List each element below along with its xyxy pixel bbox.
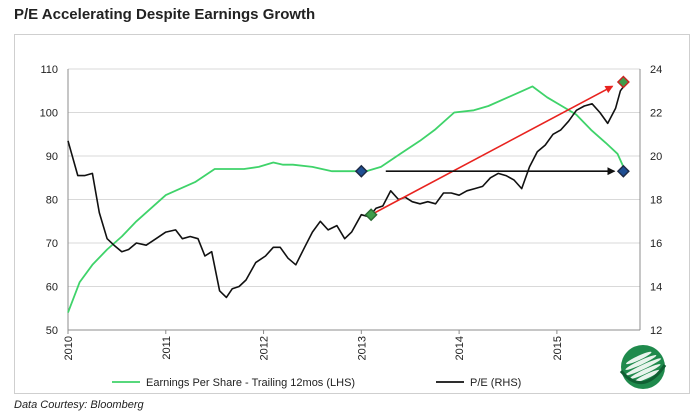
logo-swoosh	[625, 355, 657, 370]
x-tick-label: 2010	[63, 336, 75, 360]
legend-label-eps: Earnings Per Share - Trailing 12mos (LHS…	[146, 377, 355, 389]
pe-series-line	[67, 83, 626, 299]
green-diamond-marker	[364, 208, 378, 222]
legend-label-pe: P/E (RHS)	[470, 377, 521, 389]
annotation-layer	[354, 75, 630, 222]
x-tick-label: 2012	[259, 336, 271, 360]
y-left-tick-label: 70	[46, 238, 58, 250]
y-right-tick-label: 18	[650, 195, 662, 207]
y-right-tick-label: 20	[650, 151, 662, 163]
axis-layer: 50 60 70 80 90 100 110 12 14 16 18 20 22 24 2010 2011 20…	[40, 64, 663, 360]
trend-arrow	[370, 85, 614, 216]
y-right-tick-label: 14	[650, 282, 662, 294]
source-note: Data Courtesy: Bloomberg	[14, 399, 144, 411]
chart-title: P/E Accelerating Despite Earnings Growth	[14, 6, 316, 23]
logo-swoosh	[629, 364, 661, 379]
blue-diamond-marker	[616, 164, 630, 178]
green-diamond-marker	[616, 75, 630, 89]
y-left-tick-label: 90	[46, 151, 58, 163]
y-left-tick-label: 60	[46, 282, 58, 294]
logo-icon	[619, 345, 667, 389]
y-left-tick-label: 50	[46, 325, 58, 337]
chart-frame	[14, 34, 690, 394]
y-right-tick-label: 22	[650, 108, 662, 120]
y-left-tick-label: 80	[46, 195, 58, 207]
y-left-tick-label: 100	[40, 108, 58, 120]
x-tick-label: 2015	[552, 336, 564, 360]
logo-swoosh	[624, 358, 662, 376]
x-tick-label: 2011	[161, 336, 173, 360]
x-tick-label: 2014	[454, 336, 466, 360]
y-right-tick-label: 24	[650, 64, 662, 76]
eps-series-line	[67, 85, 625, 313]
grid-layer	[68, 68, 640, 331]
logo-swoosh	[634, 369, 660, 383]
y-right-tick-label: 12	[650, 325, 662, 337]
blue-diamond-marker	[354, 164, 368, 178]
series-layer	[67, 83, 626, 313]
x-tick-label: 2013	[356, 336, 368, 360]
y-left-tick-label: 110	[40, 64, 58, 76]
y-right-tick-label: 16	[650, 238, 662, 250]
logo-swoosh	[626, 351, 652, 365]
logo-arc	[619, 364, 667, 384]
legend: Earnings Per Share - Trailing 12mos (LHS…	[112, 377, 521, 389]
